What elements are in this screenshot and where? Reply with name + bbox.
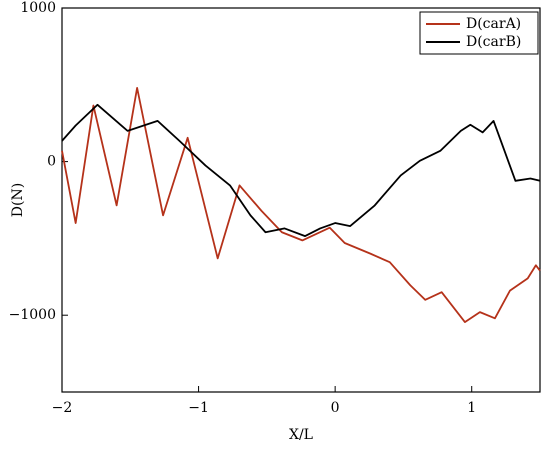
legend-box — [419, 11, 539, 55]
data-line — [61, 103, 541, 237]
y-tick-label: 0 — [47, 154, 56, 170]
x-tick-label: −2 — [52, 400, 73, 416]
legend-label: D(carB) — [466, 34, 521, 50]
x-tick-label: 1 — [467, 400, 476, 416]
x-axis-label: X/L — [289, 427, 313, 443]
y-tick-label: −1000 — [9, 307, 56, 323]
y-tick-label: 1000 — [20, 0, 56, 16]
x-tick-label: 0 — [331, 400, 340, 416]
plot-frame — [61, 7, 541, 393]
y-axis-label: D(N) — [10, 183, 26, 217]
data-line — [61, 86, 541, 324]
legend-label: D(carA) — [466, 16, 521, 32]
x-tick-label: −1 — [188, 400, 209, 416]
